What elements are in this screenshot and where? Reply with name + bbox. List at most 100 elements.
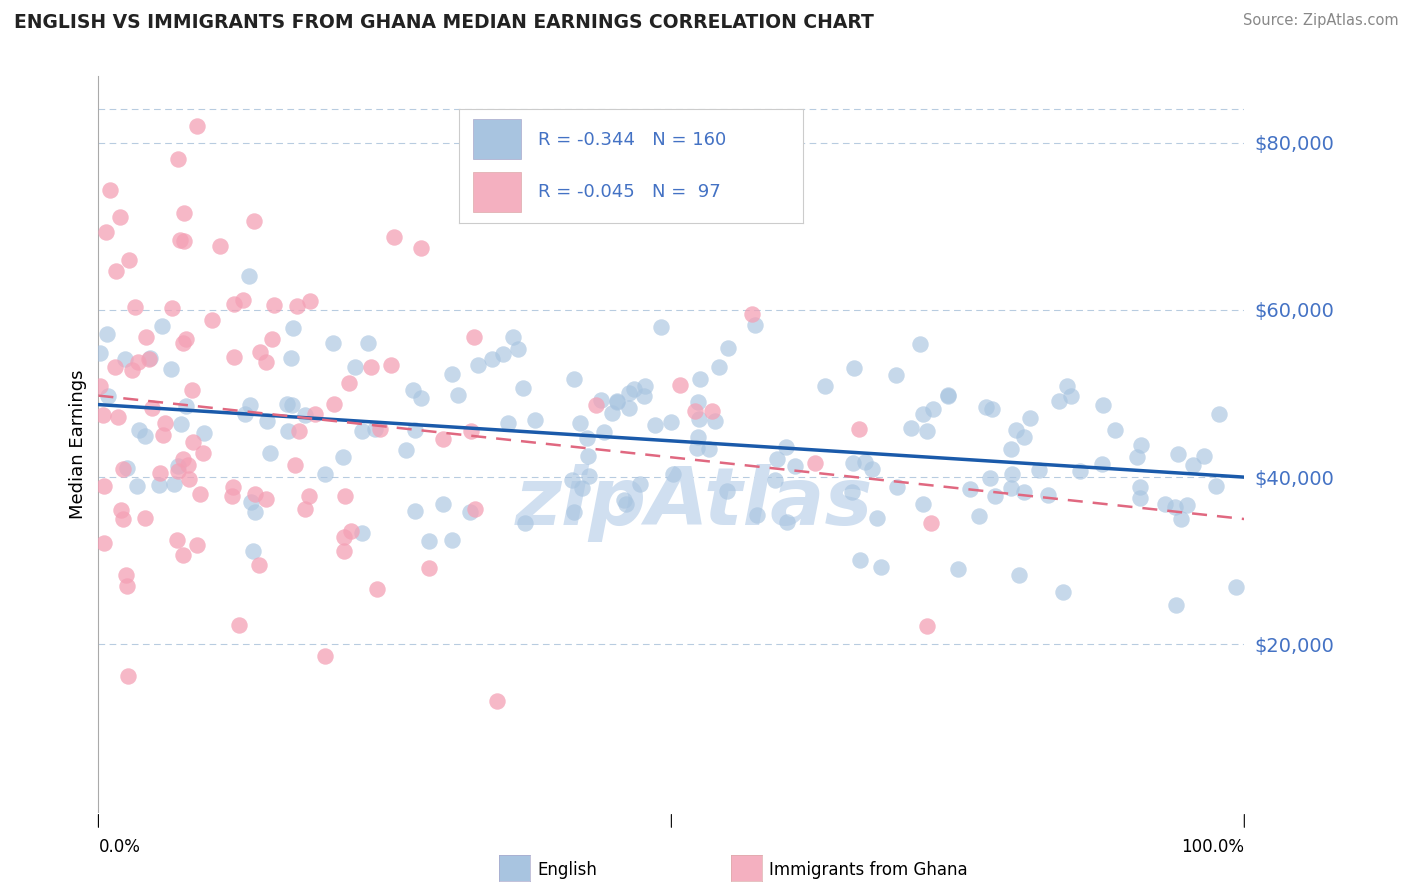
Point bbox=[382, 229, 405, 244]
Point bbox=[127, 354, 149, 368]
Point bbox=[281, 321, 304, 335]
Point bbox=[502, 330, 524, 344]
Point bbox=[576, 450, 599, 464]
Point bbox=[243, 214, 266, 228]
Point bbox=[578, 469, 600, 483]
Point bbox=[458, 505, 481, 519]
Point bbox=[1012, 430, 1035, 444]
Point bbox=[441, 367, 464, 381]
Point bbox=[628, 477, 651, 491]
Point bbox=[333, 530, 356, 544]
Point bbox=[93, 536, 115, 550]
Point bbox=[700, 404, 723, 418]
Point bbox=[496, 416, 519, 430]
Point bbox=[249, 344, 271, 359]
Point bbox=[263, 298, 285, 312]
Point bbox=[1166, 598, 1188, 612]
Text: R = -0.045   N =  97: R = -0.045 N = 97 bbox=[538, 183, 721, 202]
Point bbox=[432, 432, 454, 446]
Point bbox=[150, 318, 173, 333]
Y-axis label: Median Earnings: Median Earnings bbox=[69, 369, 87, 518]
Point bbox=[357, 335, 380, 350]
Text: ENGLISH VS IMMIGRANTS FROM GHANA MEDIAN EARNINGS CORRELATION CHART: ENGLISH VS IMMIGRANTS FROM GHANA MEDIAN … bbox=[14, 13, 875, 32]
Point bbox=[411, 241, 433, 255]
Point bbox=[191, 446, 214, 460]
Point bbox=[593, 425, 616, 439]
Point bbox=[921, 402, 943, 417]
Point bbox=[138, 351, 160, 366]
Point bbox=[141, 401, 163, 415]
Point bbox=[105, 264, 128, 278]
Point bbox=[688, 411, 710, 425]
Point bbox=[240, 495, 263, 509]
Point bbox=[364, 422, 387, 436]
Point bbox=[360, 359, 382, 374]
Point bbox=[118, 253, 141, 268]
Point bbox=[1000, 442, 1022, 456]
Point bbox=[254, 491, 277, 506]
Point bbox=[409, 392, 432, 406]
Point bbox=[644, 418, 666, 433]
Point bbox=[254, 354, 277, 368]
Point bbox=[492, 347, 515, 361]
Point bbox=[181, 435, 204, 450]
Point bbox=[1052, 585, 1074, 599]
Point bbox=[304, 407, 326, 421]
Point bbox=[247, 558, 270, 573]
Point bbox=[232, 293, 254, 308]
Point bbox=[160, 361, 183, 376]
Point bbox=[617, 401, 640, 415]
Point bbox=[323, 397, 346, 411]
Point bbox=[337, 376, 360, 390]
Point bbox=[121, 363, 143, 377]
Point bbox=[911, 498, 934, 512]
Point bbox=[281, 398, 304, 412]
Point bbox=[936, 388, 959, 402]
Point bbox=[841, 485, 863, 500]
Point bbox=[441, 533, 464, 548]
Point bbox=[134, 511, 156, 525]
Point bbox=[186, 119, 208, 133]
Point bbox=[1000, 481, 1022, 495]
Point bbox=[91, 409, 114, 423]
Point bbox=[1126, 450, 1149, 464]
Point bbox=[432, 497, 454, 511]
Point bbox=[173, 206, 195, 220]
Point bbox=[804, 456, 827, 470]
Point bbox=[853, 454, 876, 468]
Point bbox=[717, 341, 740, 355]
Point bbox=[1069, 464, 1091, 478]
Point bbox=[117, 669, 139, 683]
Point bbox=[335, 490, 357, 504]
Point bbox=[775, 440, 797, 454]
Point bbox=[138, 351, 160, 366]
Point bbox=[948, 562, 970, 576]
Point bbox=[1192, 449, 1215, 463]
Point bbox=[1129, 479, 1152, 493]
Point bbox=[959, 483, 981, 497]
Point bbox=[747, 508, 769, 523]
Point bbox=[98, 183, 121, 197]
Point bbox=[148, 478, 170, 492]
Point bbox=[485, 693, 508, 707]
Point bbox=[463, 330, 485, 344]
Point bbox=[173, 234, 195, 248]
Point bbox=[1175, 498, 1198, 512]
Point bbox=[1208, 407, 1230, 421]
Point bbox=[1047, 394, 1070, 409]
Point bbox=[259, 445, 281, 459]
Point bbox=[849, 553, 872, 567]
Point bbox=[766, 452, 789, 467]
Point bbox=[1163, 500, 1185, 515]
Point bbox=[686, 395, 709, 409]
Point bbox=[314, 649, 336, 664]
Point bbox=[238, 268, 260, 283]
Point bbox=[981, 402, 1004, 417]
Point bbox=[562, 505, 585, 519]
Point bbox=[166, 464, 188, 478]
Point bbox=[332, 543, 354, 558]
Point bbox=[900, 421, 922, 435]
Point bbox=[884, 368, 907, 382]
Point bbox=[112, 462, 135, 476]
FancyBboxPatch shape bbox=[474, 120, 522, 159]
